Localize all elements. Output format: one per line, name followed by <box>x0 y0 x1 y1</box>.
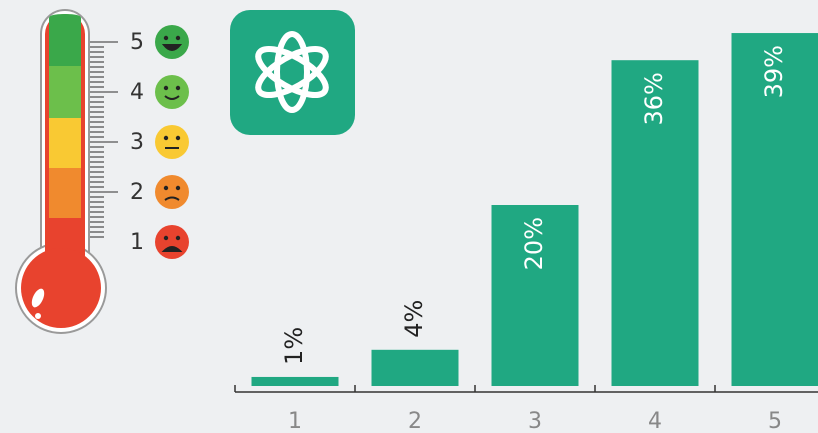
level-5 <box>49 14 81 66</box>
level-3 <box>49 118 81 168</box>
rating-face <box>155 25 189 59</box>
face-mouth <box>161 246 183 252</box>
face-eye <box>163 35 169 41</box>
face-eye <box>175 35 181 41</box>
rating-label: 2 <box>130 180 144 205</box>
rating-label: 4 <box>130 80 144 105</box>
x-tick-label: 2 <box>408 409 422 433</box>
face-eye <box>163 235 169 241</box>
level-4 <box>49 66 81 118</box>
value-label: 20% <box>520 217 548 270</box>
value-label: 39% <box>760 45 788 98</box>
face-eye <box>175 85 181 91</box>
x-tick-label: 1 <box>288 409 302 433</box>
rating-face <box>155 125 189 159</box>
rating-face <box>155 175 189 209</box>
value-label: 36% <box>640 72 668 125</box>
face-eye <box>163 135 169 141</box>
bar <box>731 33 818 387</box>
rating-label: 5 <box>130 30 144 55</box>
thermometer <box>15 9 107 334</box>
thermometer-bulb <box>21 248 101 328</box>
x-tick-label: 4 <box>648 409 662 433</box>
x-tick-label: 3 <box>528 409 542 433</box>
rating-label: 1 <box>130 230 144 255</box>
face-mouth <box>161 44 183 51</box>
logo-knot <box>255 31 329 113</box>
thermometer-ticks: 1 2 3 4 5 <box>90 25 189 259</box>
bar <box>491 205 579 386</box>
rating-label: 3 <box>130 130 144 155</box>
value-label: 1% <box>280 327 308 365</box>
bar <box>611 60 699 386</box>
bulb-highlight-dot <box>35 313 41 319</box>
rating-face <box>155 225 189 259</box>
rating-face <box>155 75 189 109</box>
bar <box>251 376 339 386</box>
value-label: 4% <box>400 300 428 338</box>
face-eye <box>175 235 181 241</box>
bar <box>371 349 459 386</box>
face-mouth <box>164 95 180 100</box>
face-eye <box>163 185 169 191</box>
level-2 <box>49 168 81 218</box>
face-eye <box>175 135 181 141</box>
face-eye <box>163 85 169 91</box>
logo-background <box>230 10 355 135</box>
bulb-highlight <box>31 288 45 308</box>
face-eye <box>175 185 181 191</box>
face-mouth <box>164 196 180 201</box>
x-tick-label: 5 <box>768 409 782 433</box>
logo <box>230 10 355 135</box>
